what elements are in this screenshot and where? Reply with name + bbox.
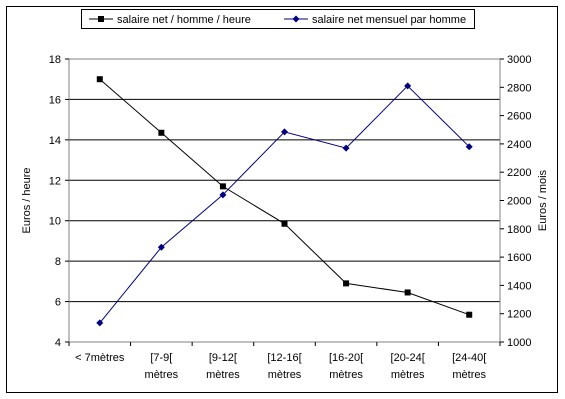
y-axis-left-title: Euros / heure [21,167,33,233]
data-point-diamond [342,144,350,152]
legend-box [81,9,475,29]
legend-label-series-1: salaire net / homme / heure [117,14,251,26]
data-point-diamond [219,191,227,199]
legend-diamond-marker-icon [292,15,300,23]
left-tick-label: 18 [49,54,61,66]
data-point-diamond [281,128,288,136]
right-tick-label: 2200 [507,167,531,179]
left-axis-ticks: 4 6 8 10 12 14 16 18 [49,54,69,349]
data-point-square [281,220,288,227]
x-tick-label: < 7mètres [75,352,125,364]
left-tick-label: 4 [55,337,61,349]
data-point-diamond [157,243,165,251]
data-point-square [219,183,226,190]
right-tick-label: 1200 [507,309,531,321]
left-tick-label: 6 [55,297,61,309]
y-axis-right-title: Euros / mois [537,169,549,231]
right-tick-label: 3000 [507,54,531,66]
right-tick-label: 1800 [507,224,531,236]
left-tick-label: 12 [49,175,61,187]
x-tick-label: [20-24[mètres [391,352,425,381]
x-axis-ticks: < 7mètres [7-9[mètres [9-12[mètres [12-16[m… [68,342,501,381]
data-point-diamond [96,319,104,327]
legend: salaire net / homme / heure salaire net … [81,9,475,29]
data-point-square [158,129,165,136]
x-tick-label: [7-9[mètres [145,352,179,381]
left-tick-label: 8 [55,256,61,268]
data-point-diamond [465,143,473,151]
data-point-square [466,311,473,318]
right-tick-label: 2400 [507,139,531,151]
gridlines [69,98,500,303]
data-point-square [343,280,350,287]
data-point-diamond [404,82,412,90]
x-tick-label: [9-12[mètres [206,352,240,381]
data-point-square [404,289,411,296]
right-tick-label: 2600 [507,111,531,123]
left-tick-label: 16 [49,94,61,106]
left-tick-label: 10 [49,216,61,228]
right-tick-label: 2000 [507,196,531,208]
legend-label-series-2: salaire net mensuel par homme [312,14,466,26]
right-axis-ticks: 1000 1200 1400 1600 1800 2000 2200 2400 2600 2800… [500,54,531,349]
right-tick-label: 1600 [507,252,531,264]
x-tick-label: [16-20[mètres [329,352,363,381]
x-tick-label: [12-16[mètres [267,352,301,381]
x-tick-label: [24-40[mètres [452,352,486,381]
chart-border [6,6,558,393]
series-layer [96,76,473,327]
left-tick-label: 14 [49,135,61,147]
right-tick-label: 1400 [507,280,531,292]
right-tick-label: 2800 [507,82,531,94]
legend-square-marker-icon [98,16,104,22]
data-point-square [96,76,103,83]
right-tick-label: 1000 [507,337,531,349]
